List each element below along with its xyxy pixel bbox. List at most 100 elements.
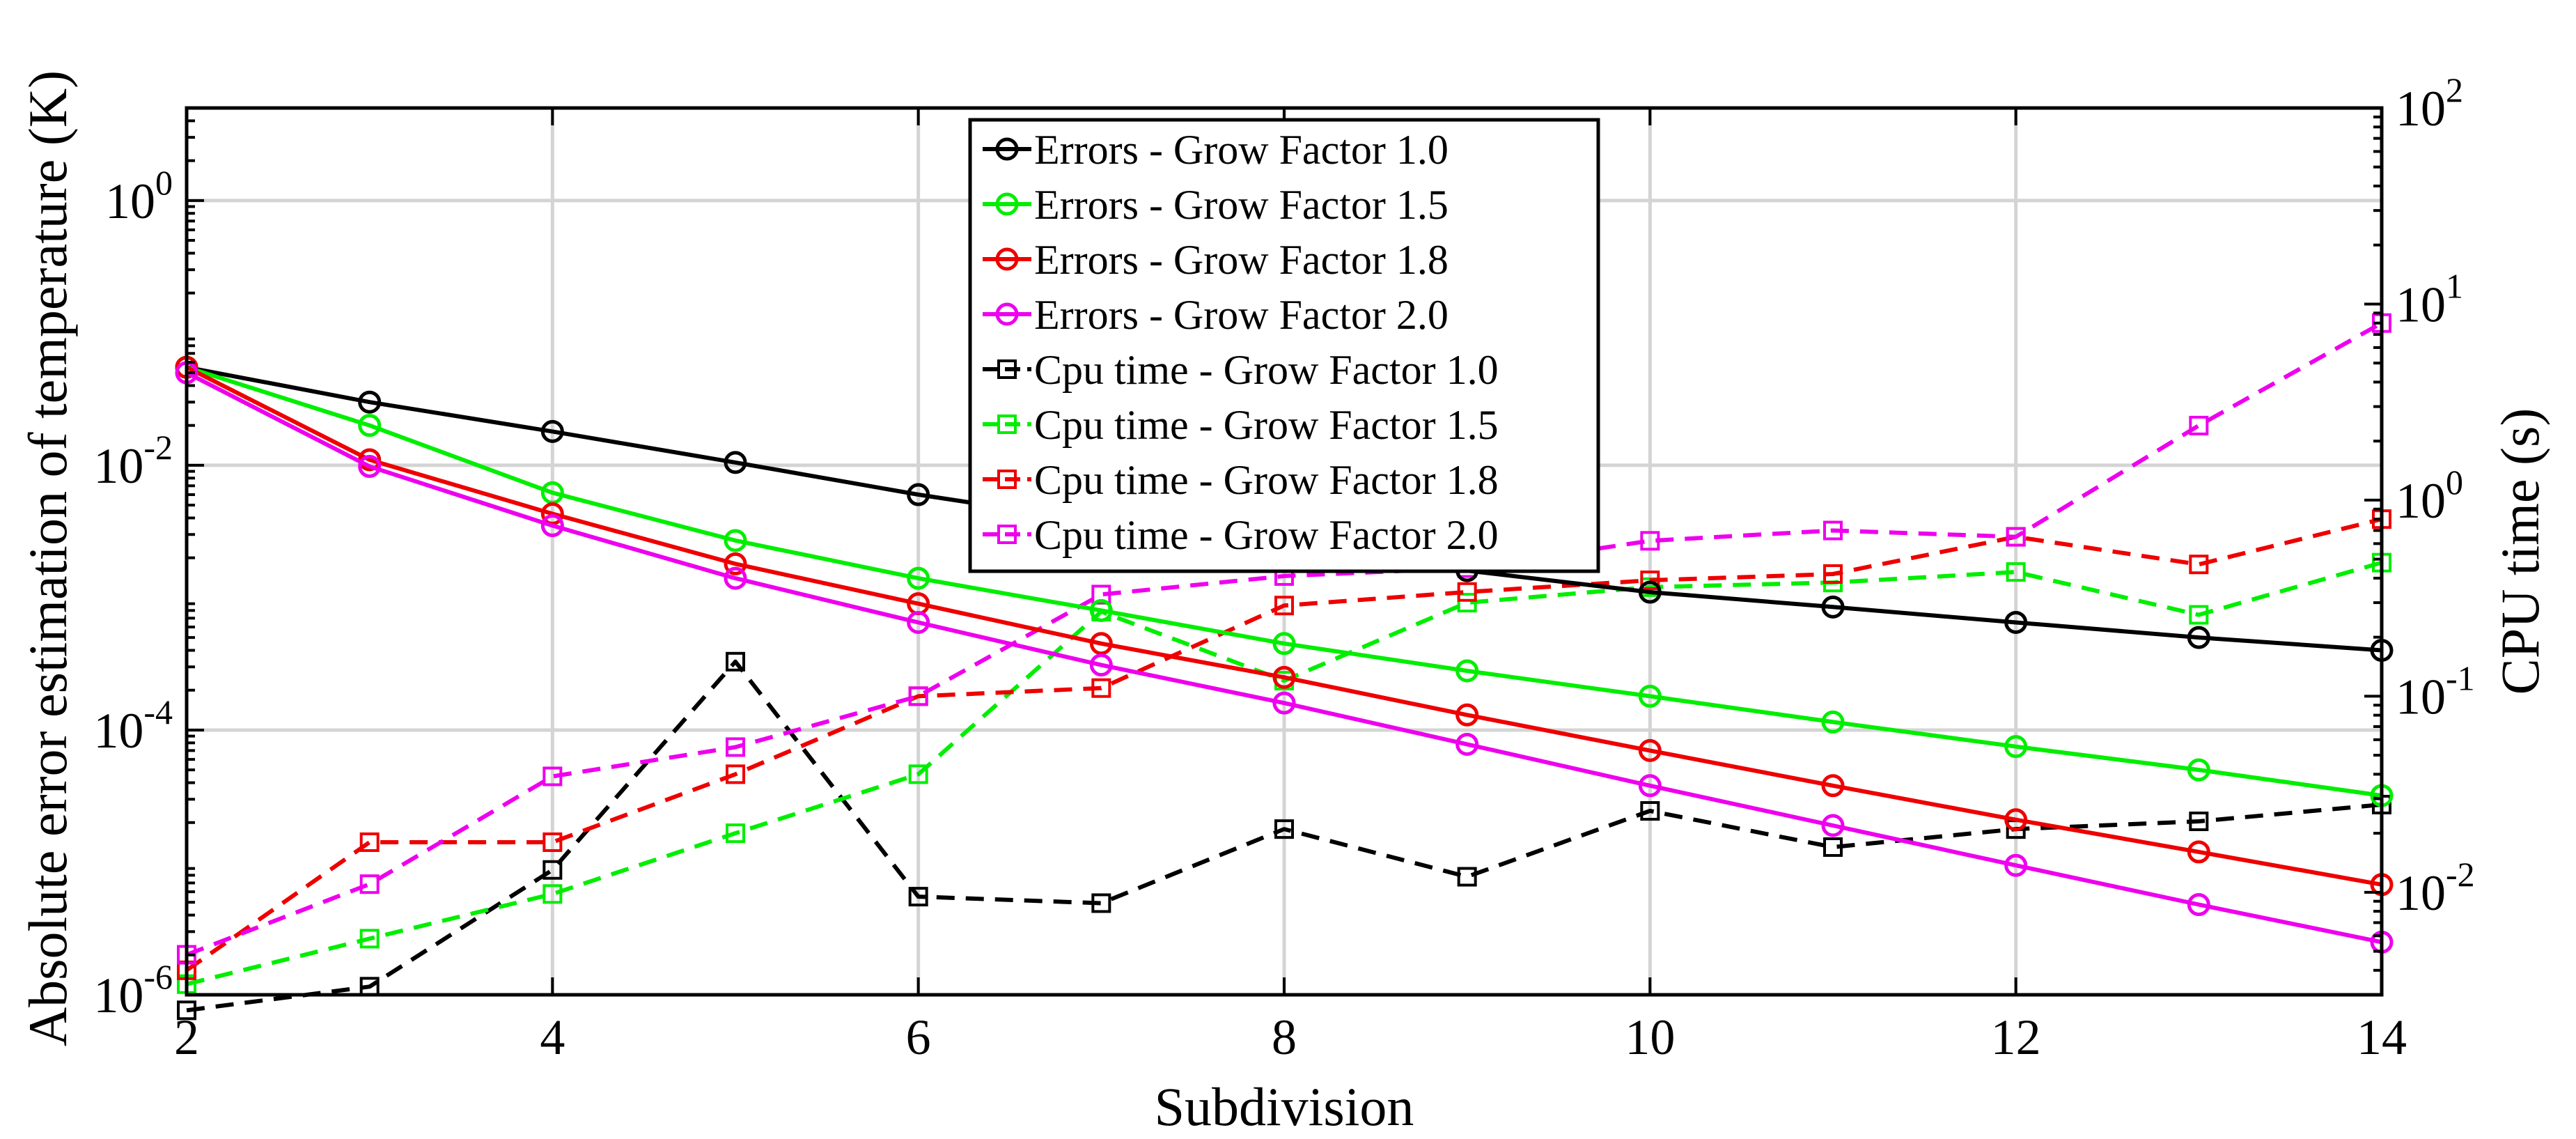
data-point [1091, 893, 1111, 913]
series-line [186, 560, 2382, 986]
data-point [724, 566, 747, 590]
tick-base: 10 [2396, 669, 2446, 725]
legend-entry: Cpu time - Grow Factor 1.0 [983, 347, 1499, 393]
data-point [726, 737, 745, 757]
x-axis-title: Subdivision [1155, 1076, 1414, 1137]
data-point [1640, 801, 1660, 821]
tick-exponent: -2 [143, 428, 173, 467]
y-tick-label-left: 10-2 [93, 428, 173, 494]
legend-marker [995, 192, 1019, 216]
data-point [2187, 893, 2210, 917]
tick-exponent: 1 [2446, 266, 2463, 305]
series-line [185, 321, 2383, 957]
data-point [1274, 596, 1294, 616]
data-point [1638, 738, 1662, 762]
x-tick-label: 10 [1625, 1009, 1675, 1065]
data-point [540, 419, 564, 443]
legend-marker [997, 359, 1017, 379]
legend-entry: Errors - Grow Factor 1.8 [983, 237, 1449, 283]
tick-base: 10 [105, 173, 155, 229]
data-point [359, 929, 380, 949]
data-point [1455, 703, 1479, 727]
series-line [185, 365, 2382, 887]
data-point [2004, 610, 2028, 634]
data-point [2189, 605, 2209, 625]
data-point [2004, 735, 2028, 759]
tick-exponent: 0 [2446, 463, 2463, 502]
y-tick-label-left: 100 [105, 163, 173, 229]
tick-exponent: -6 [143, 957, 173, 996]
y-tick-label-right: 10-2 [2396, 855, 2475, 921]
data-point [1638, 684, 1662, 708]
data-point [1640, 531, 1660, 551]
legend-entry: Errors - Grow Factor 1.5 [983, 182, 1449, 228]
data-point [726, 823, 745, 844]
legend-marker [997, 470, 1017, 489]
series-line [185, 371, 2382, 945]
data-point [907, 610, 930, 634]
data-point [1821, 710, 1845, 734]
data-point [2187, 840, 2210, 864]
data-point [2006, 527, 2026, 547]
data-point [1091, 678, 1111, 698]
legend-label: Cpu time - Grow Factor 1.8 [1034, 457, 1499, 503]
data-point [724, 552, 747, 575]
y-tick-label-left: 10-6 [93, 957, 173, 1023]
tick-base: 10 [2396, 865, 2446, 921]
tick-exponent: -1 [2446, 658, 2475, 697]
legend-marker [995, 247, 1019, 271]
data-point [1821, 595, 1845, 619]
tick-exponent: 0 [155, 163, 173, 202]
legend-label: Cpu time - Grow Factor 1.0 [1034, 347, 1499, 393]
tick-base: 10 [93, 703, 143, 759]
legend-marker [995, 302, 1019, 326]
data-point [1457, 593, 1477, 613]
data-point [1089, 598, 1113, 622]
x-tick-label: 2 [174, 1009, 199, 1065]
data-point [1457, 867, 1477, 887]
legend-label: Cpu time - Grow Factor 1.5 [1034, 402, 1499, 448]
data-point [2187, 758, 2210, 782]
series-line [186, 365, 2382, 798]
legend-box [968, 118, 1600, 573]
data-point [2189, 415, 2209, 435]
data-point [1640, 571, 1660, 591]
x-tick-label: 12 [1991, 1009, 2041, 1065]
legend-marker [995, 137, 1019, 161]
data-point [908, 686, 928, 706]
y-tick-label-right: 10-1 [2396, 658, 2475, 725]
tick-exponent: -4 [143, 692, 173, 731]
data-point [1272, 691, 1296, 715]
data-point [359, 874, 380, 894]
legend-entry: Cpu time - Grow Factor 1.5 [983, 402, 1499, 448]
data-point [2006, 562, 2026, 582]
data-point [542, 884, 563, 904]
legend-entry: Cpu time - Grow Factor 1.8 [983, 457, 1499, 503]
data-point [1823, 564, 1843, 584]
series-cpu-time-6 [177, 509, 2391, 980]
series-errors-3 [175, 361, 2394, 954]
data-point [1821, 814, 1845, 837]
data-point [2187, 626, 2210, 649]
data-point [358, 455, 382, 479]
data-point [2189, 812, 2209, 832]
data-point [1455, 659, 1479, 683]
x-tick-label: 8 [1272, 1009, 1297, 1065]
data-point [1272, 632, 1296, 656]
tick-base: 10 [93, 968, 143, 1023]
legend-entry: Cpu time - Grow Factor 2.0 [983, 512, 1499, 558]
data-point [726, 651, 745, 672]
tick-base: 10 [2396, 473, 2446, 529]
data-point [542, 766, 563, 787]
data-point [907, 566, 930, 590]
data-point [1638, 774, 1662, 798]
series-line [185, 517, 2382, 973]
data-point [1089, 653, 1113, 677]
data-point [724, 529, 747, 552]
data-point [1272, 665, 1296, 689]
legend-label: Errors - Grow Factor 1.5 [1034, 182, 1449, 228]
data-point [177, 1000, 196, 1021]
tick-base: 10 [2396, 81, 2446, 137]
data-point [2004, 808, 2028, 832]
data-point [1823, 837, 1843, 857]
